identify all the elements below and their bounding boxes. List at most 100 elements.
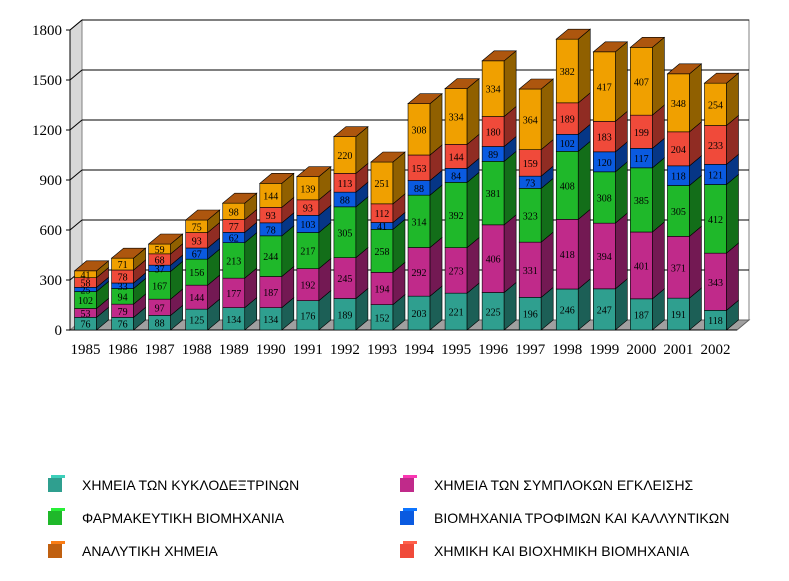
bar-value-label: 251 bbox=[374, 179, 389, 190]
bar-value-label: 53 bbox=[81, 309, 91, 320]
bar-top bbox=[592, 41, 629, 53]
bar-top bbox=[147, 233, 184, 245]
bar-value-label: 189 bbox=[560, 115, 575, 126]
bar-top bbox=[73, 260, 110, 272]
bar-value-label: 139 bbox=[300, 184, 315, 195]
x-tick-label: 1998 bbox=[552, 342, 582, 358]
bar-value-label: 177 bbox=[226, 289, 241, 300]
bar-value-label: 220 bbox=[337, 151, 352, 162]
bar-value-label: 167 bbox=[152, 281, 167, 292]
bar-value-label: 37 bbox=[155, 264, 165, 275]
bar-value-label: 191 bbox=[671, 310, 686, 321]
bar-stack-2000: 187 401 385 117 199 407 bbox=[629, 36, 666, 331]
bar-value-label: 59 bbox=[155, 245, 165, 256]
bar-top bbox=[184, 209, 221, 221]
x-tick-label: 1990 bbox=[256, 342, 286, 358]
bar-value-label: 187 bbox=[263, 288, 278, 299]
bar-value-label: 194 bbox=[374, 285, 389, 296]
bar-stack-1996: 225 406 381 89 180 334 bbox=[481, 50, 517, 331]
bar-top bbox=[370, 151, 406, 163]
bar-value-label: 394 bbox=[597, 252, 612, 263]
bar-value-label: 225 bbox=[486, 307, 501, 318]
bar-value-label: 364 bbox=[523, 115, 538, 126]
bar-segment-side bbox=[615, 41, 628, 122]
bar-value-label: 125 bbox=[189, 316, 204, 327]
bar-segment-side bbox=[652, 157, 665, 233]
bar-value-label: 112 bbox=[375, 209, 390, 220]
bar-value-label: 254 bbox=[708, 100, 723, 111]
bar-value-label: 58 bbox=[81, 279, 91, 290]
bar-value-label: 103 bbox=[300, 220, 315, 231]
bar-segment-side bbox=[429, 184, 443, 249]
bar-top bbox=[407, 93, 443, 104]
x-tick-label: 1995 bbox=[441, 342, 471, 358]
x-tick-label: 1985 bbox=[71, 342, 101, 358]
bar-stack-2002: 118 343 412 121 233 254 bbox=[703, 72, 740, 331]
y-tick-label: 0 bbox=[55, 323, 63, 339]
bar-value-label: 93 bbox=[303, 204, 313, 215]
bar-segment-side bbox=[503, 150, 517, 226]
bar-value-label: 213 bbox=[226, 256, 241, 267]
bar-value-label: 75 bbox=[192, 222, 202, 233]
y-tick-label: 1800 bbox=[32, 23, 62, 39]
bar-segment-side bbox=[577, 140, 591, 220]
y-tick-label: 1500 bbox=[32, 73, 62, 89]
bar-value-label: 78 bbox=[266, 225, 276, 236]
bar-stack-1990: 134 187 244 78 93 144 bbox=[258, 172, 295, 331]
gridline-diagonal bbox=[69, 69, 83, 81]
x-tick-label: 1987 bbox=[145, 342, 176, 358]
bar-value-label: 408 bbox=[560, 181, 575, 192]
bar-value-label: 62 bbox=[229, 234, 239, 245]
bar-stack-1993: 152 194 258 41 112 251 bbox=[370, 151, 406, 331]
bar-value-label: 88 bbox=[155, 319, 165, 330]
bar-value-label: 258 bbox=[374, 247, 389, 258]
bar-value-label: 73 bbox=[525, 178, 535, 189]
bar-value-label: 417 bbox=[597, 83, 612, 94]
bar-top bbox=[629, 37, 666, 48]
x-tick-label: 1986 bbox=[108, 342, 139, 358]
bar-segment-side bbox=[540, 177, 554, 243]
bar-value-label: 199 bbox=[634, 128, 649, 139]
bar-segment-side bbox=[689, 174, 702, 237]
bar-value-label: 67 bbox=[192, 250, 202, 261]
bar-top bbox=[444, 78, 480, 89]
gridline-diagonal bbox=[69, 169, 83, 181]
bar-value-label: 144 bbox=[449, 152, 464, 163]
bar-top bbox=[110, 247, 147, 259]
x-tick-label: 1991 bbox=[293, 342, 323, 358]
bar-value-label: 159 bbox=[523, 159, 538, 170]
bar-stack-1991: 176 192 217 103 93 139 bbox=[296, 166, 332, 331]
bar-value-label: 121 bbox=[708, 170, 723, 181]
bar-value-label: 371 bbox=[671, 263, 686, 274]
bar-value-label: 180 bbox=[486, 128, 501, 139]
bar-value-label: 93 bbox=[192, 236, 202, 247]
bar-value-label: 76 bbox=[81, 320, 91, 331]
bar-stack-1992: 189 245 305 88 113 220 bbox=[333, 126, 369, 331]
bar-value-label: 343 bbox=[708, 278, 723, 289]
x-tick-label: 1994 bbox=[404, 342, 435, 358]
bar-top bbox=[555, 28, 592, 40]
bar-segment-side bbox=[689, 63, 702, 133]
bar-value-label: 118 bbox=[671, 172, 686, 183]
bar-value-label: 88 bbox=[414, 184, 424, 195]
bar-stack-1997: 196 331 323 73 159 364 bbox=[518, 78, 555, 331]
bar-value-label: 308 bbox=[412, 125, 427, 136]
bar-top bbox=[296, 166, 332, 177]
bar-value-label: 144 bbox=[189, 293, 204, 304]
bar-segment-side bbox=[689, 225, 702, 299]
bar-segment-side bbox=[429, 93, 443, 156]
bar-value-label: 305 bbox=[337, 228, 352, 239]
bar-top bbox=[703, 72, 740, 84]
x-tick-label: 1996 bbox=[478, 342, 509, 358]
bar-value-label: 89 bbox=[488, 150, 498, 161]
bar-segment-side bbox=[466, 171, 480, 249]
bar-value-label: 412 bbox=[708, 215, 723, 226]
x-tick-label: 1999 bbox=[589, 342, 619, 358]
bar-value-label: 392 bbox=[449, 211, 464, 222]
bar-value-label: 244 bbox=[263, 252, 278, 263]
bar-top bbox=[258, 173, 295, 184]
x-tick-label: 1997 bbox=[515, 342, 546, 358]
bar-value-label: 348 bbox=[671, 99, 686, 110]
bar-stack-1998: 246 418 408 102 189 382 bbox=[555, 28, 592, 331]
